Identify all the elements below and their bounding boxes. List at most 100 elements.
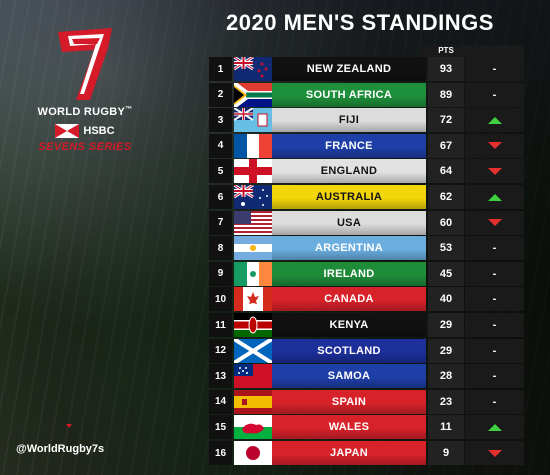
rank-change [465,441,524,465]
kenya-flag-icon [234,313,272,337]
table-row: 14 SPAIN 23 - [209,389,524,414]
team-name: IRELAND [272,261,426,286]
rank-number: 5 [209,159,232,184]
team-points: 62 [428,185,464,209]
pts-column-header: PTS [420,45,524,57]
table-row: 8 ARGENTINA 53 - [209,236,524,261]
rank-down-arrow-icon [487,449,502,457]
rank-number: 11 [209,313,232,337]
rank-number: 14 [209,389,232,414]
samoa-flag-icon [234,364,272,389]
canada-flag-icon [234,287,272,312]
team-name: SCOTLAND [272,338,426,363]
rank-no-change: - [492,395,497,408]
rank-change: - [465,313,524,337]
rank-down-arrow-icon [487,219,502,227]
rank-number: 7 [209,210,232,235]
team-points: 53 [428,236,464,261]
rank-number: 12 [209,338,232,363]
team-points: 45 [428,261,464,286]
team-points: 11 [428,415,464,440]
team-points: 28 [428,364,464,389]
table-row: 11 KENYA 29 - [209,313,524,337]
team-name: AUSTRALIA [272,185,426,209]
rank-no-change: - [492,370,497,383]
team-points: 40 [428,287,464,312]
rank-number: 3 [209,108,232,133]
rank-up-arrow-icon [487,116,502,124]
table-row: 15 WALES 11 [209,415,524,440]
rank-change [465,159,524,184]
team-name: NEW ZEALAND [272,57,426,81]
hsbc-label: HSBC [83,125,115,137]
ireland-flag-icon [234,261,272,286]
team-points: 23 [428,389,464,414]
rank-change: - [465,287,524,312]
team-points: 29 [428,313,464,337]
rank-change [465,185,524,209]
france-flag-icon [234,133,272,158]
rank-number: 4 [209,133,232,158]
rank-no-change: - [492,88,497,101]
table-row: 12 SCOTLAND 29 - [209,338,524,363]
rank-change: - [465,82,524,107]
rank-no-change: - [492,293,497,306]
rank-up-arrow-icon [487,423,502,431]
rank-change: - [465,389,524,414]
team-points: 67 [428,133,464,158]
table-row: 1 NEW ZEALAND 93 - [209,57,524,81]
rank-no-change: - [492,267,497,280]
table-row: 2 SOUTH AFRICA 89 - [209,82,524,107]
rank-number: 9 [209,261,232,286]
team-name: FIJI [272,108,426,133]
team-points: 29 [428,338,464,363]
team-points: 72 [428,108,464,133]
world-rugby-sevens-logo: WORLD RUGBY™ HSBC SEVENS SERIES [30,22,140,153]
team-name: JAPAN [272,441,426,465]
rank-number: 2 [209,82,232,107]
rank-number: 15 [209,415,232,440]
rank-change [465,108,524,133]
rank-no-change: - [492,242,497,255]
scotland-flag-icon [234,338,272,363]
argentina-flag-icon [234,236,272,261]
team-points: 9 [428,441,464,465]
table-row: 3 FIJI 72 [209,108,524,133]
rank-no-change: - [492,344,497,357]
table-row: 9 IRELAND 45 - [209,261,524,286]
sevens-seven-logo-icon [50,22,120,104]
team-name: WALES [272,415,426,440]
table-row: 5 ENGLAND 64 [209,159,524,184]
rank-up-arrow-icon [487,193,502,201]
table-row: 16 JAPAN 9 [209,441,524,465]
team-name: KENYA [272,313,426,337]
team-name: SOUTH AFRICA [272,82,426,107]
table-row: 7 USA 60 [209,210,524,235]
table-row: 4 FRANCE 67 [209,133,524,158]
team-name: SAMOA [272,364,426,389]
table-row: 10 CANADA 40 - [209,287,524,312]
usa-flag-icon [234,210,272,235]
rank-no-change: - [492,63,497,75]
wales-flag-icon [234,415,272,440]
rank-number: 8 [209,236,232,261]
rank-change: - [465,236,524,261]
handle-marker-icon [66,424,72,428]
rank-change: - [465,57,524,81]
team-points: 89 [428,82,464,107]
fiji-flag-icon [234,108,272,133]
rank-number: 10 [209,287,232,312]
rank-number: 6 [209,185,232,209]
rank-change: - [465,338,524,363]
world-rugby-wordmark: WORLD RUGBY™ [37,106,133,118]
hsbc-sponsor: HSBC [30,124,140,138]
team-name: ENGLAND [272,159,426,184]
spain-flag-icon [234,389,272,414]
team-name: FRANCE [272,133,426,158]
rank-number: 1 [209,57,232,81]
australia-flag-icon [234,185,272,209]
japan-flag-icon [234,441,272,465]
team-points: 60 [428,210,464,235]
page-title: 2020 MEN'S STANDINGS [226,10,494,35]
england-flag-icon [234,159,272,184]
